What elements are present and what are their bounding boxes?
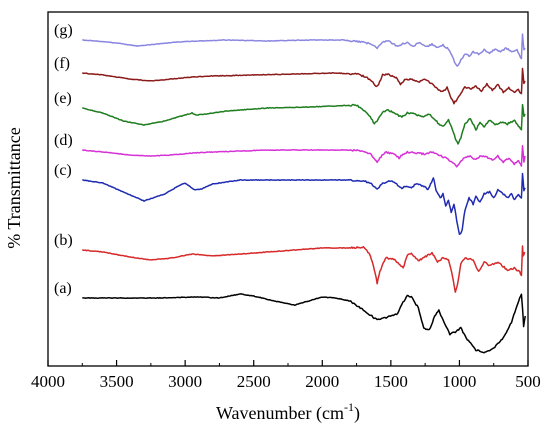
x-tick-label-3500: 3500 bbox=[100, 372, 134, 391]
x-tick-label-1000: 1000 bbox=[442, 372, 476, 391]
x-axis-title-main: Wavenumber (cm bbox=[216, 403, 344, 424]
series-line-f bbox=[81, 67, 526, 105]
series-labels: (a) (b) (c) (d) (e) (f) (g) bbox=[54, 22, 73, 297]
series-line-d bbox=[81, 145, 526, 168]
x-axis-ticks bbox=[47, 360, 529, 366]
x-tick-label-500: 500 bbox=[515, 372, 541, 391]
x-tick-label-1500: 1500 bbox=[374, 372, 408, 391]
x-axis-title-suffix: ) bbox=[354, 403, 360, 424]
series-layer bbox=[81, 33, 526, 354]
y-axis-title: % Transmittance bbox=[4, 127, 24, 249]
x-axis-title-superscript: -1 bbox=[344, 400, 354, 414]
series-label-f: (f) bbox=[54, 55, 70, 72]
series-line-b bbox=[81, 245, 526, 293]
x-axis-title: Wavenumber (cm-1) bbox=[216, 400, 360, 424]
series-line-g bbox=[82, 33, 526, 67]
series-line-a bbox=[82, 293, 526, 354]
x-axis-tick-labels: 4000 3500 3000 2500 2000 1500 1000 500 bbox=[31, 372, 541, 391]
series-label-g: (g) bbox=[54, 22, 73, 39]
x-tick-label-4000: 4000 bbox=[31, 372, 65, 391]
series-label-a: (a) bbox=[54, 280, 72, 297]
series-line-c bbox=[82, 172, 526, 236]
x-tick-label-2000: 2000 bbox=[305, 372, 339, 391]
x-tick-label-2500: 2500 bbox=[237, 372, 271, 391]
series-label-e: (e) bbox=[54, 90, 72, 107]
series-label-b: (b) bbox=[54, 232, 73, 249]
series-label-d: (d) bbox=[54, 132, 73, 149]
series-line-e bbox=[81, 103, 526, 145]
x-tick-label-3000: 3000 bbox=[168, 372, 202, 391]
series-label-c: (c) bbox=[54, 162, 72, 179]
